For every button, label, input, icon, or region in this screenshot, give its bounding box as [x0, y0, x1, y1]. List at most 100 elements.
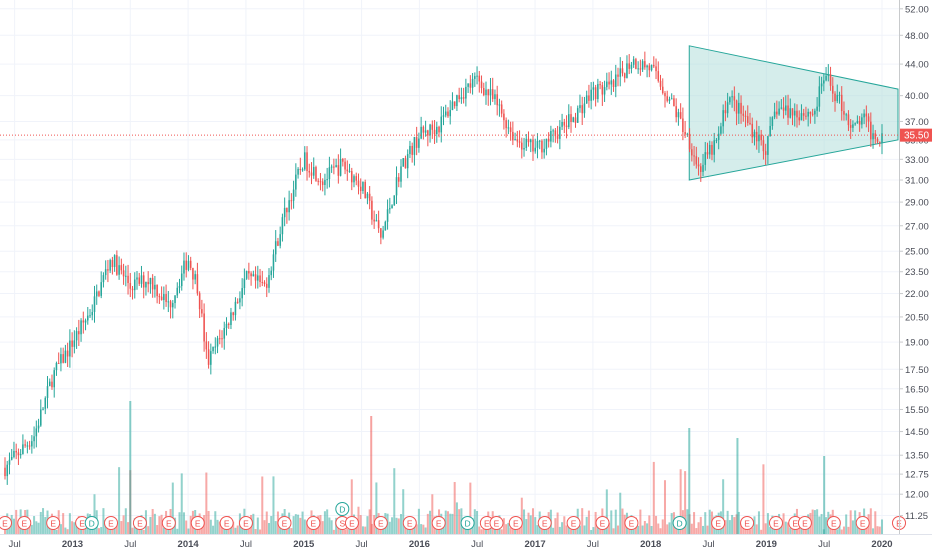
earnings-marker[interactable]	[238, 516, 253, 530]
candle-up	[402, 158, 405, 167]
candle-up	[382, 230, 384, 238]
earnings-marker[interactable]	[17, 516, 32, 530]
earnings-marker[interactable]	[740, 516, 755, 530]
candle-down	[639, 68, 642, 70]
volume-bar	[303, 519, 306, 534]
earnings-marker[interactable]	[190, 516, 205, 530]
earnings-marker[interactable]	[711, 516, 726, 530]
dividend-marker[interactable]	[84, 516, 99, 530]
earnings-marker[interactable]	[0, 516, 12, 530]
candle-up	[820, 83, 823, 87]
volume-bar	[820, 513, 823, 534]
volume-bar	[476, 510, 479, 534]
dividend-marker[interactable]	[672, 516, 687, 530]
volume-bar	[158, 516, 161, 534]
candle-down	[749, 122, 751, 124]
event-marker-label: E	[484, 519, 490, 529]
earnings-marker[interactable]	[104, 516, 119, 530]
volume-bar	[753, 516, 756, 534]
candle-down	[158, 296, 161, 298]
earnings-marker[interactable]	[508, 516, 523, 530]
price-tick-label: 22.00	[905, 289, 929, 300]
volume-bar	[614, 509, 617, 534]
volume-bar	[643, 520, 646, 534]
volume-bar	[129, 401, 132, 534]
time-tick-label: 2015	[293, 539, 315, 550]
earnings-marker[interactable]	[431, 516, 446, 530]
volume-bar	[68, 513, 71, 534]
earnings-marker[interactable]	[132, 516, 147, 530]
candle-up	[708, 144, 711, 155]
candle-up	[836, 94, 839, 102]
candle-up	[6, 464, 9, 477]
dividend-marker[interactable]	[335, 502, 350, 516]
candle-down	[453, 101, 456, 107]
candle-up	[353, 176, 355, 183]
earnings-marker[interactable]	[344, 516, 359, 530]
earnings-marker[interactable]	[219, 516, 234, 530]
candle-up	[529, 139, 532, 143]
candle-up	[145, 281, 147, 288]
earnings-marker[interactable]	[373, 516, 388, 530]
candle-up	[48, 381, 51, 387]
volume-bar	[218, 521, 221, 534]
candle-up	[465, 86, 467, 99]
volume-bar	[823, 456, 826, 534]
earnings-marker[interactable]	[768, 516, 783, 530]
volume-bar	[453, 482, 456, 534]
time-axis[interactable]: Jul 2013 Jul 2014 Jul 2015 Jul 2016 Jul 2017 Jul 20…	[9, 539, 893, 550]
earnings-marker[interactable]	[797, 516, 812, 530]
candle-up	[572, 117, 575, 122]
candle-down	[556, 136, 559, 139]
volume-bar	[690, 523, 693, 534]
earnings-marker[interactable]	[489, 516, 504, 530]
event-marker-label: E	[224, 519, 230, 529]
earnings-marker[interactable]	[402, 516, 417, 530]
time-tick-label: Jul	[702, 539, 714, 550]
volume-bar	[684, 471, 687, 534]
candle-down	[655, 66, 657, 72]
earnings-marker[interactable]	[537, 516, 552, 530]
volume-bar	[527, 512, 530, 534]
dividend-marker[interactable]	[460, 516, 475, 530]
earnings-marker[interactable]	[826, 516, 841, 530]
volume-bar	[294, 514, 297, 534]
candle-up	[268, 275, 270, 288]
candle-down	[541, 140, 543, 153]
earnings-marker[interactable]	[855, 516, 870, 530]
volume-bar	[766, 513, 769, 534]
volume-bar	[811, 509, 814, 534]
price-axis[interactable]: 52.0048.0044.0040.0037.0035.0033.0031.00…	[899, 4, 929, 522]
volume-bar	[679, 469, 682, 534]
candle-up	[274, 241, 277, 255]
candle-up	[19, 453, 22, 456]
candle-up	[863, 113, 865, 118]
candle-up	[429, 124, 431, 136]
candle-up	[91, 311, 94, 316]
volume-bar	[265, 511, 268, 534]
candle-down	[317, 180, 319, 182]
candle-down	[834, 93, 836, 102]
earnings-marker[interactable]	[595, 516, 610, 530]
candle-up	[597, 84, 599, 100]
earnings-marker[interactable]	[306, 516, 321, 530]
candle-down	[599, 84, 601, 86]
volume-bar	[523, 509, 526, 534]
candle-up	[800, 113, 803, 121]
candle-up	[722, 110, 724, 127]
earnings-marker[interactable]	[624, 516, 639, 530]
earnings-marker[interactable]	[566, 516, 581, 530]
candle-up	[881, 133, 883, 143]
earnings-marker[interactable]	[46, 516, 61, 530]
candle-up	[180, 273, 183, 287]
earnings-marker[interactable]	[277, 516, 292, 530]
candle-up	[451, 101, 454, 111]
candle-up	[348, 171, 351, 173]
volume-bar	[554, 518, 557, 534]
candle-down	[337, 165, 340, 176]
volume-bar	[153, 513, 156, 534]
candle-up	[823, 80, 825, 84]
earnings-marker[interactable]	[161, 516, 176, 530]
candle-up	[729, 97, 731, 103]
